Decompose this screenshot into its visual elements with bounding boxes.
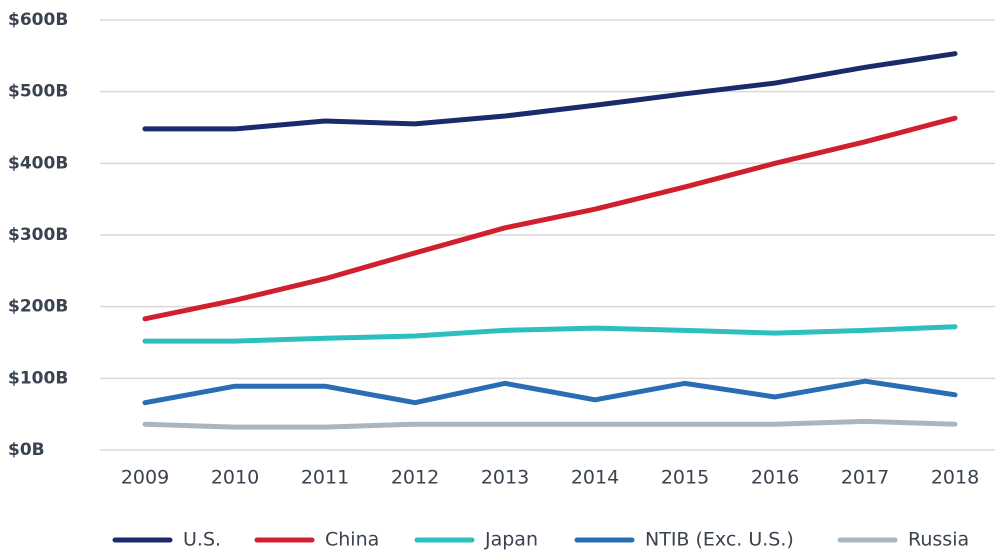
x-tick-label: 2017 [841, 467, 889, 489]
x-tick-label: 2018 [931, 467, 979, 489]
legend-label: China [325, 529, 379, 551]
legend-label: Russia [908, 529, 969, 551]
y-tick-label: $400B [8, 153, 68, 173]
series-line [142, 378, 958, 406]
x-tick-label: 2012 [391, 467, 439, 489]
x-tick-label: 2014 [571, 467, 619, 489]
y-tick-label: $0B [8, 440, 45, 460]
y-tick-label: $100B [8, 368, 68, 388]
series-line [142, 324, 958, 344]
legend-label: U.S. [183, 529, 221, 551]
x-tick-label: 2013 [481, 467, 529, 489]
x-tick-label: 2015 [661, 467, 709, 489]
legend-label: NTIB (Exc. U.S.) [645, 529, 794, 551]
x-tick-label: 2011 [301, 467, 349, 489]
y-tick-label: $500B [8, 82, 68, 102]
legend-label: Japan [484, 529, 538, 551]
x-tick-label: 2016 [751, 467, 799, 489]
series-line [142, 51, 958, 132]
series-line [142, 115, 958, 322]
x-tick-label: 2010 [211, 467, 259, 489]
y-tick-label: $300B [8, 225, 68, 245]
y-tick-label: $200B [8, 297, 68, 317]
y-tick-label: $600B [8, 10, 68, 30]
series-line [142, 418, 958, 430]
x-tick-label: 2009 [121, 467, 169, 489]
